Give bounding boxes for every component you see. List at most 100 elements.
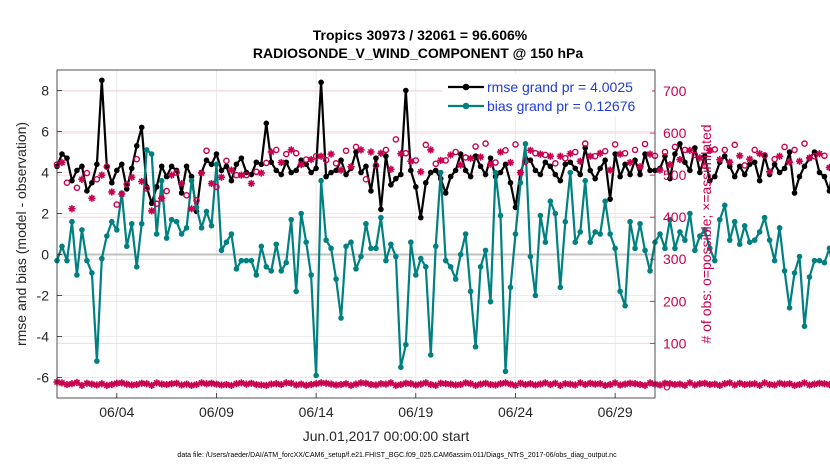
series-point-1 <box>692 247 698 254</box>
obs-asterisk-marker <box>666 161 674 169</box>
obs-asterisk-marker <box>377 380 385 388</box>
asterisk-stroke <box>736 380 743 387</box>
asterisk-stroke <box>68 205 76 212</box>
series-layer <box>53 77 830 389</box>
asterisk-stroke <box>776 153 783 160</box>
obs-asterisk-marker <box>192 380 201 389</box>
asterisk-stroke <box>213 381 220 388</box>
asterisk-stroke <box>148 207 155 214</box>
series-point-0 <box>123 186 130 192</box>
obs-asterisk-marker <box>531 381 539 389</box>
obs-possible-point <box>73 184 81 192</box>
series-point-1 <box>163 235 170 241</box>
series-point-1 <box>358 253 364 260</box>
obs-possible-point <box>143 185 150 192</box>
asterisk-stroke <box>143 380 150 387</box>
asterisk-stroke <box>273 380 280 387</box>
x-tick-label: 06/09 <box>199 404 234 420</box>
obs-asterisk-marker <box>810 380 819 388</box>
series-point-1 <box>687 210 693 217</box>
series-point-1 <box>183 225 190 231</box>
obs-asterisk-marker <box>158 380 166 388</box>
asterisk-stroke <box>821 380 828 387</box>
asterisk-stroke <box>636 381 644 388</box>
asterisk-stroke <box>552 380 559 387</box>
series-point-0 <box>467 173 474 180</box>
series-point-1 <box>99 255 105 262</box>
series-point-1 <box>761 214 768 221</box>
obs-asterisk-marker <box>312 380 320 388</box>
series-point-1 <box>482 247 489 254</box>
obs-asterisk-marker <box>407 157 415 165</box>
obs-asterisk-marker <box>163 380 171 389</box>
asterisk-stroke <box>203 380 210 387</box>
series-point-0 <box>153 184 160 190</box>
obs-asterisk-marker <box>437 379 445 387</box>
series-point-0 <box>84 188 90 194</box>
obs-possible-point <box>372 162 380 169</box>
series-point-0 <box>821 173 828 180</box>
obs-asterisk-marker <box>726 158 734 166</box>
obs-asterisk-marker <box>68 205 76 213</box>
series-point-1 <box>587 239 594 245</box>
obs-asterisk-marker <box>476 153 485 161</box>
asterisk-stroke <box>188 382 195 389</box>
asterisk-stroke <box>377 380 385 387</box>
obs-asterisk-marker <box>347 381 355 389</box>
series-point-1 <box>388 241 394 248</box>
series-point-0 <box>203 157 210 163</box>
series-point-1 <box>238 257 245 264</box>
series-point-1 <box>537 212 544 219</box>
asterisk-stroke <box>522 381 529 388</box>
obs-asterisk-marker <box>756 381 764 389</box>
series-point-1 <box>303 239 309 245</box>
obs-asterisk-marker <box>701 379 709 387</box>
obs-asterisk-marker <box>317 379 325 387</box>
series-point-1 <box>338 315 344 321</box>
series-point-1 <box>437 169 444 176</box>
series-point-0 <box>677 141 683 147</box>
series-point-0 <box>288 169 295 176</box>
obs-asterisk-marker <box>78 175 86 183</box>
series-point-0 <box>712 173 718 180</box>
obs-asterisk-marker <box>756 150 764 158</box>
obs-asterisk-marker <box>168 171 176 179</box>
series-point-0 <box>413 184 419 190</box>
asterisk-stroke <box>313 380 320 387</box>
series-point-0 <box>398 171 404 178</box>
series-point-0 <box>378 206 384 213</box>
asterisk-stroke <box>746 381 753 388</box>
asterisk-stroke <box>88 381 95 388</box>
asterisk-stroke <box>88 195 95 202</box>
asterisk-stroke <box>178 381 185 389</box>
series-point-1 <box>248 257 255 264</box>
asterisk-stroke <box>367 148 375 156</box>
asterisk-stroke <box>322 380 330 387</box>
series-point-1 <box>363 220 369 227</box>
y-tick-label-left: -4 <box>37 329 50 345</box>
series-point-0 <box>218 167 225 174</box>
y-tick-label-right: 200 <box>663 293 687 309</box>
obs-asterisk-marker <box>93 381 101 389</box>
series-point-1 <box>293 288 300 295</box>
obs-asterisk-marker <box>581 380 589 389</box>
series-point-1 <box>552 210 559 217</box>
series-point-0 <box>497 169 504 176</box>
series-point-1 <box>582 177 589 184</box>
series-point-0 <box>64 155 70 161</box>
asterisk-stroke <box>258 169 265 177</box>
series-point-1 <box>408 239 414 245</box>
obs-possible-point <box>581 140 589 147</box>
series-point-0 <box>158 163 165 170</box>
obs-asterisk-marker <box>616 381 624 389</box>
series-point-0 <box>248 171 255 178</box>
series-point-0 <box>637 171 643 178</box>
obs-possible-point <box>153 200 160 208</box>
series-point-1 <box>457 251 464 258</box>
obs-possible-point <box>621 149 629 157</box>
asterisk-stroke <box>811 381 818 388</box>
asterisk-stroke <box>806 381 813 389</box>
obs-asterisk-marker <box>795 157 804 165</box>
asterisk-stroke <box>577 158 584 165</box>
